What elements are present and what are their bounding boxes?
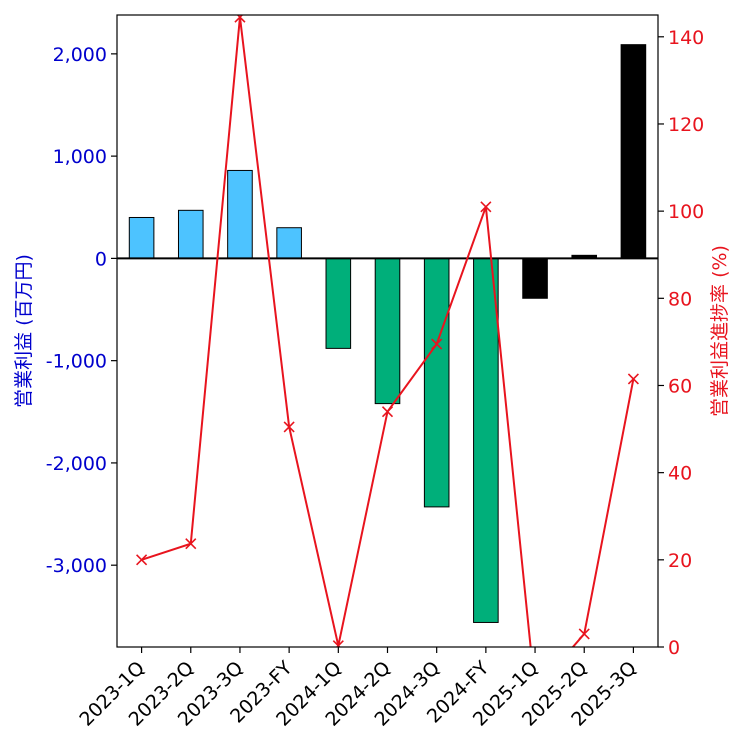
progress-marker-2023-FY: [283, 421, 295, 433]
bar-2025-3Q: [620, 44, 647, 259]
left-tick-label: -2,000: [46, 453, 107, 475]
progress-marker-2023-1Q: [136, 554, 148, 566]
bar-2024-2Q: [374, 257, 401, 405]
x-axis: 2023-1Q2023-2Q2023-3Q2023-FY2024-1Q2024-…: [75, 647, 641, 731]
bar-2023-1Q: [128, 216, 155, 259]
bar-2024-1Q: [325, 257, 352, 349]
left-tick-label: 1,000: [53, 146, 107, 168]
progress-marker-2024-FY: [480, 201, 492, 213]
right-tick-label: 100: [668, 201, 704, 223]
bars-group: [128, 44, 647, 623]
bar-2025-1Q: [522, 257, 548, 299]
right-tick-label: 40: [668, 463, 692, 485]
bar-2024-FY: [473, 257, 499, 623]
bar-2023-2Q: [177, 209, 204, 259]
y-axis-label-right: 営業利益進捗率 (%): [709, 245, 731, 417]
y-axis-label-left: 営業利益 (百万円): [13, 254, 35, 408]
progress-marker-2025-3Q: [627, 373, 639, 385]
left-tick-label: 2,000: [53, 44, 107, 66]
bar-2023-FY: [276, 227, 302, 259]
left-tick-label: -3,000: [46, 555, 107, 577]
left-tick-label: -1,000: [46, 351, 107, 373]
progress-marker-2024-2Q: [381, 406, 394, 418]
left-tick-label: 0: [95, 248, 107, 270]
progress-line-group: [136, 15, 639, 647]
progress-marker-2025-2Q: [578, 628, 590, 640]
right-tick-label: 80: [668, 288, 692, 310]
left-axis: 2,000 1,000 0 -1,000 -2,000 -3,000: [46, 44, 117, 577]
progress-marker-2024-3Q: [431, 338, 443, 350]
bar-2024-3Q: [423, 257, 450, 508]
progress-marker-2024-1Q: [332, 640, 344, 647]
right-tick-label: 140: [668, 27, 704, 49]
bar-2023-3Q: [227, 169, 253, 259]
progress-marker-2023-3Q: [234, 15, 246, 23]
progress-marker-2023-2Q: [185, 538, 197, 550]
right-axis: 0 20 40 60 80 100 120 140: [658, 27, 704, 659]
right-tick-label: 20: [668, 550, 692, 572]
right-tick-label: 0: [668, 637, 680, 659]
right-tick-label: 60: [668, 375, 692, 397]
right-tick-label: 120: [668, 114, 704, 136]
